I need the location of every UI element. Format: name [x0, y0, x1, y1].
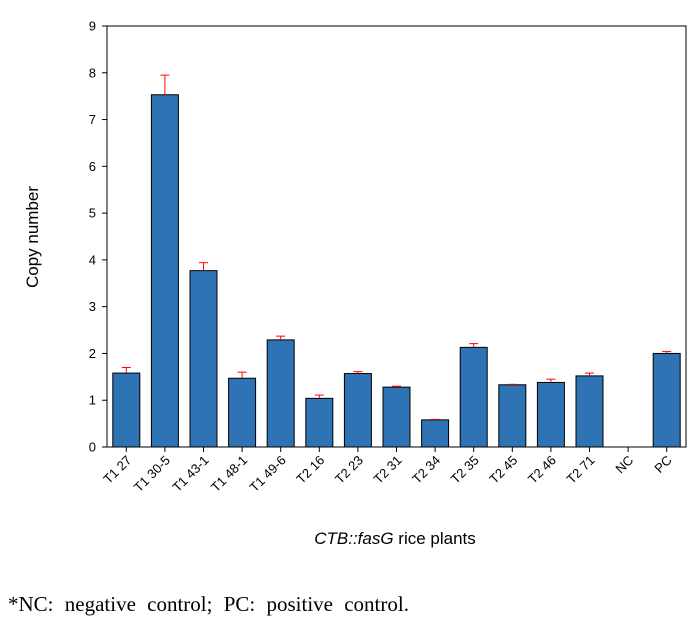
- x-tick-label: NC: [612, 453, 636, 477]
- bar: [382, 386, 411, 448]
- x-tick-label: T2 46: [525, 453, 559, 487]
- y-tick-label: 9: [89, 19, 96, 34]
- x-tick-label: T1 30-5: [131, 453, 173, 495]
- bar: [228, 377, 257, 448]
- y-tick-label: 1: [89, 393, 96, 408]
- y-tick-label: 0: [89, 440, 96, 455]
- bar: [652, 352, 681, 448]
- bar: [189, 270, 218, 448]
- bar: [459, 346, 488, 448]
- x-tick-label: T2 71: [564, 453, 598, 487]
- y-tick-label: 4: [89, 252, 96, 267]
- x-tick-label: T2 34: [409, 453, 443, 487]
- bar: [575, 375, 604, 448]
- y-tick-label: 5: [89, 206, 96, 221]
- x-axis-title: CTB::fasG rice plants: [314, 529, 476, 548]
- bar: [536, 381, 565, 448]
- x-tick-label: PC: [651, 453, 674, 476]
- x-axis-title-rest: rice plants: [394, 529, 476, 548]
- x-axis-title-italic: CTB::fasG: [314, 529, 393, 548]
- x-tick-label: T2 45: [486, 453, 520, 487]
- y-tick-label: 7: [89, 112, 96, 127]
- x-tick-label: T1 43-1: [169, 453, 211, 495]
- bars-group: [112, 74, 681, 448]
- bar: [421, 419, 450, 448]
- x-tick-label: T2 31: [371, 453, 405, 487]
- footnote: *NC: negative control; PC: positive cont…: [8, 592, 409, 616]
- bar: [498, 384, 527, 448]
- y-tick-label: 3: [89, 299, 96, 314]
- bar: [150, 94, 179, 448]
- x-tick-label: T1 49-6: [247, 453, 289, 495]
- bar: [112, 372, 141, 448]
- y-tick-label: 2: [89, 346, 96, 361]
- x-tick-label: T2 16: [293, 453, 327, 487]
- x-tick-label: T2 35: [448, 453, 482, 487]
- y-axis: 0 1 2 3 4 5 6 7 8 9: [89, 19, 107, 455]
- x-tick-label: T2 23: [332, 453, 366, 487]
- y-axis-title: Copy number: [23, 186, 42, 288]
- x-tick-label: T1 27: [100, 453, 134, 487]
- y-tick-label: 8: [89, 65, 96, 80]
- bar: [343, 373, 372, 448]
- y-tick-label: 6: [89, 159, 96, 174]
- bar: [266, 339, 295, 448]
- bar: [305, 397, 334, 448]
- x-tick-label: T1 48-1: [208, 453, 250, 495]
